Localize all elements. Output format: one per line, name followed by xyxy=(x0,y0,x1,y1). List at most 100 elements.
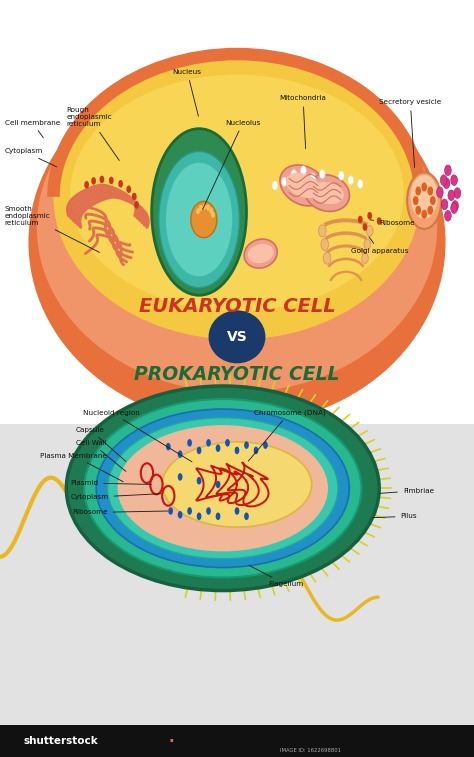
Text: Cytoplasm: Cytoplasm xyxy=(70,494,161,500)
Ellipse shape xyxy=(162,442,311,527)
Circle shape xyxy=(132,193,137,201)
Ellipse shape xyxy=(209,310,265,363)
Circle shape xyxy=(202,204,206,210)
Circle shape xyxy=(291,180,297,189)
Circle shape xyxy=(178,473,182,481)
Circle shape xyxy=(366,226,373,236)
Text: Flagellum: Flagellum xyxy=(249,565,303,587)
Ellipse shape xyxy=(248,244,273,263)
Circle shape xyxy=(348,176,354,185)
Circle shape xyxy=(443,178,450,188)
Circle shape xyxy=(440,175,447,185)
Circle shape xyxy=(421,182,427,192)
Ellipse shape xyxy=(305,175,349,211)
Circle shape xyxy=(282,177,287,186)
Circle shape xyxy=(377,217,382,225)
Circle shape xyxy=(358,216,363,223)
Ellipse shape xyxy=(166,163,232,276)
Circle shape xyxy=(413,196,419,205)
Text: Pilus: Pilus xyxy=(373,513,417,519)
Ellipse shape xyxy=(96,409,349,568)
Text: Fimbriae: Fimbriae xyxy=(380,488,434,494)
Circle shape xyxy=(451,175,457,185)
Text: Capsule: Capsule xyxy=(76,427,126,462)
Circle shape xyxy=(415,186,421,195)
Ellipse shape xyxy=(280,165,327,206)
Ellipse shape xyxy=(28,59,446,425)
Circle shape xyxy=(319,225,326,237)
Text: PROKARYOTIC CELL: PROKARYOTIC CELL xyxy=(134,365,340,385)
Text: Ribosome: Ribosome xyxy=(72,509,168,516)
Circle shape xyxy=(441,199,448,210)
Circle shape xyxy=(364,239,371,250)
Ellipse shape xyxy=(54,54,420,340)
Circle shape xyxy=(109,176,114,184)
Circle shape xyxy=(118,180,123,188)
Circle shape xyxy=(357,179,363,188)
Circle shape xyxy=(428,206,433,215)
Circle shape xyxy=(225,439,230,447)
Ellipse shape xyxy=(108,418,338,559)
Circle shape xyxy=(244,441,249,449)
Text: Rough
endoplasmic
reticulum: Rough endoplasmic reticulum xyxy=(66,107,119,160)
Circle shape xyxy=(197,477,201,484)
Circle shape xyxy=(84,181,89,188)
Text: Cell membrane: Cell membrane xyxy=(5,120,60,138)
Ellipse shape xyxy=(286,173,321,198)
Circle shape xyxy=(452,201,458,211)
Circle shape xyxy=(235,507,239,515)
Ellipse shape xyxy=(70,75,404,311)
Circle shape xyxy=(428,186,433,195)
Circle shape xyxy=(263,441,268,449)
Circle shape xyxy=(437,187,443,198)
Circle shape xyxy=(199,205,203,211)
Circle shape xyxy=(323,252,331,264)
Text: Cytoplasm: Cytoplasm xyxy=(5,148,57,167)
Text: Mitochondria: Mitochondria xyxy=(280,95,327,148)
Text: Plasmid: Plasmid xyxy=(70,480,151,486)
Text: Nucleoid region: Nucleoid region xyxy=(83,410,192,462)
Circle shape xyxy=(448,190,455,201)
Circle shape xyxy=(272,181,278,190)
Ellipse shape xyxy=(66,386,379,590)
Circle shape xyxy=(363,223,367,231)
Ellipse shape xyxy=(152,129,246,295)
Circle shape xyxy=(254,447,258,454)
Text: IMAGE ID: 1622698801: IMAGE ID: 1622698801 xyxy=(280,748,341,753)
Text: Plasma Membrane: Plasma Membrane xyxy=(40,453,123,481)
Text: Cell Wall: Cell Wall xyxy=(76,440,126,472)
Circle shape xyxy=(196,208,200,214)
Bar xyxy=(0,424,474,757)
Circle shape xyxy=(430,196,436,205)
Ellipse shape xyxy=(410,175,438,219)
Circle shape xyxy=(338,171,344,180)
Ellipse shape xyxy=(84,399,361,578)
Circle shape xyxy=(91,177,96,185)
Ellipse shape xyxy=(310,182,344,204)
Circle shape xyxy=(305,186,311,195)
Circle shape xyxy=(454,188,461,198)
Circle shape xyxy=(421,210,427,219)
Circle shape xyxy=(301,166,306,175)
Text: EUKARYOTIC CELL: EUKARYOTIC CELL xyxy=(139,297,335,316)
Circle shape xyxy=(206,507,211,515)
Ellipse shape xyxy=(191,201,217,238)
Circle shape xyxy=(445,210,451,221)
Circle shape xyxy=(127,185,131,193)
Circle shape xyxy=(197,512,201,520)
Circle shape xyxy=(178,511,182,519)
Ellipse shape xyxy=(159,151,239,288)
Text: Smooth
endoplasmic
reticulum: Smooth endoplasmic reticulum xyxy=(5,206,100,252)
Text: Nucleus: Nucleus xyxy=(173,69,202,116)
Circle shape xyxy=(197,447,201,454)
Circle shape xyxy=(134,201,139,209)
Circle shape xyxy=(415,206,421,215)
Text: Chromosome (DNA): Chromosome (DNA) xyxy=(248,410,325,461)
Circle shape xyxy=(319,170,325,179)
Text: Golgi apparatus: Golgi apparatus xyxy=(351,237,408,254)
Circle shape xyxy=(216,444,220,452)
Circle shape xyxy=(209,207,213,213)
Circle shape xyxy=(100,176,104,183)
Ellipse shape xyxy=(244,239,277,268)
Circle shape xyxy=(362,253,368,263)
